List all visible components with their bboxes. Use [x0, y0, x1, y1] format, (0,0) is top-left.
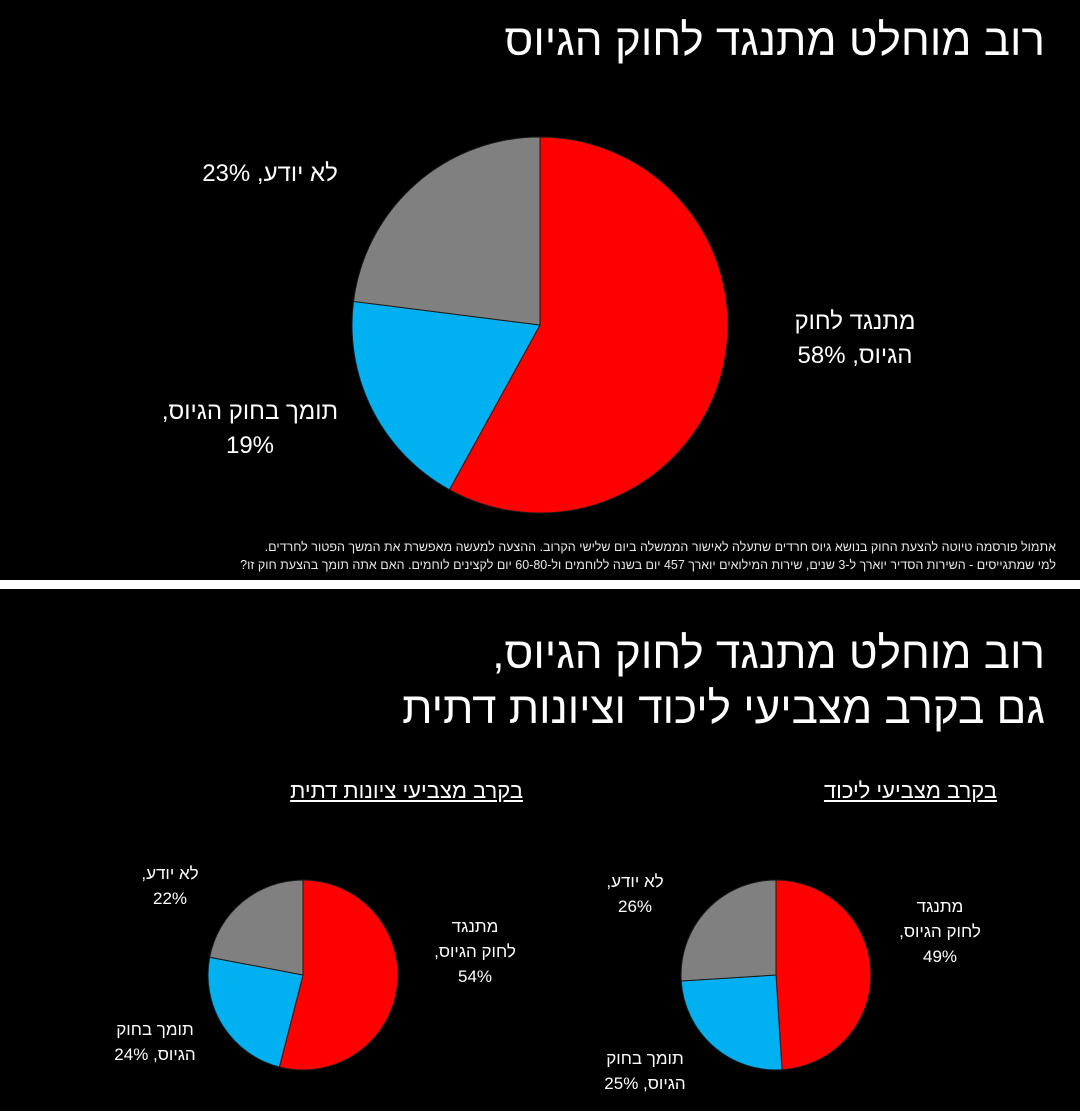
footnote-line1: אתמול פורסמה טיוטה להצעת החוק בנושא גיוס… — [264, 540, 1056, 554]
subtitle-religious-zionism: בקרב מצביעי ציונות דתית — [290, 778, 523, 803]
bottom-chart-panel: רוב מוחלט מתנגד לחוק הגיוס, גם בקרב מצבי… — [0, 589, 1080, 1111]
bottom-title-line1: רוב מוחלט מתנגד לחוק הגיוס, — [492, 629, 1045, 678]
slice-oppose — [278, 879, 399, 1071]
slice-support — [680, 974, 783, 1071]
likud-label-dontknow-line1: לא יודע, — [606, 872, 664, 891]
page-title: רוב מוחלט מתנגד לחוק הגיוס — [504, 16, 1045, 65]
slice-dontknow — [680, 879, 777, 982]
slice-dontknow — [209, 879, 304, 976]
likud-label-support: תומך בחוק הגיוס, 25% — [590, 1046, 700, 1096]
label-oppose: מתנגד לחוק הגיוס, 58% — [770, 305, 940, 373]
footnote-line2: למי שמתגייסים - השירות הסדיר יוארך ל-3 ש… — [240, 558, 1056, 572]
religious-label-support-line1: תומך בחוק — [116, 1020, 194, 1039]
pie-chart-religious-zionism — [207, 879, 399, 1071]
slice-support — [351, 300, 541, 491]
likud-label-support-line2: הגיוס, 25% — [604, 1074, 686, 1093]
bottom-title-line2: גם בקרב מצביעי ליכוד וציונות דתית — [402, 684, 1045, 733]
religious-label-dontknow-line1: לא יודע, — [141, 864, 199, 883]
religious-label-dontknow-line2: 22% — [152, 889, 188, 908]
likud-label-dontknow: לא יודע, 26% — [590, 869, 680, 919]
label-dontknow-line1: לא יודע, 23% — [202, 160, 338, 187]
religious-label-oppose: מתנגד לחוק הגיוס, 54% — [425, 914, 525, 989]
subtitle-likud: בקרב מצביעי ליכוד — [823, 778, 997, 803]
label-support-line2: 19% — [225, 432, 275, 459]
label-support-line1: תומך בחוק הגיוס, — [161, 398, 339, 425]
likud-label-oppose-line1: מתנגד — [916, 897, 964, 916]
label-support: תומך בחוק הגיוס, 19% — [150, 395, 350, 463]
religious-label-dontknow: לא יודע, 22% — [125, 861, 215, 911]
likud-label-oppose-line2: לחוק הגיוס, — [899, 922, 981, 941]
slice-oppose — [448, 136, 729, 514]
religious-label-support-line2: הגיוס, 24% — [114, 1045, 196, 1064]
pie-chart-likud — [680, 879, 872, 1071]
religious-label-oppose-line2: לחוק הגיוס, — [434, 942, 516, 961]
panel-divider — [0, 580, 1080, 589]
likud-label-support-line1: תומך בחוק — [606, 1049, 684, 1068]
religious-label-oppose-line3: 54% — [457, 967, 493, 986]
religious-label-oppose-line1: מתנגד — [451, 917, 499, 936]
religious-label-support: תומך בחוק הגיוס, 24% — [100, 1017, 210, 1067]
slice-oppose — [775, 879, 872, 1071]
label-dontknow: לא יודע, 23% — [180, 157, 360, 191]
label-oppose-line2: הגיוס, 58% — [797, 342, 913, 369]
likud-label-dontknow-line2: 26% — [617, 897, 653, 916]
pie-chart-overall — [351, 136, 729, 514]
top-chart-panel: רוב מוחלט מתנגד לחוק הגיוס מתנגד לחוק הג… — [150, 16, 1056, 572]
slice-support — [207, 956, 304, 1068]
label-oppose-line1: מתנגד לחוק — [794, 308, 916, 335]
likud-label-oppose-line3: 49% — [922, 947, 958, 966]
likud-label-oppose: מתנגד לחוק הגיוס, 49% — [890, 894, 990, 969]
slice-dontknow — [352, 136, 541, 326]
